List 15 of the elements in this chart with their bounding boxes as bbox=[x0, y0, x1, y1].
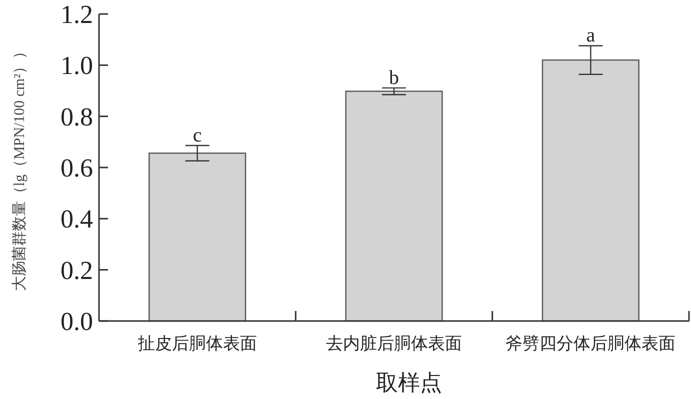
y-tick-label: 0.4 bbox=[60, 204, 93, 234]
y-tick-label: 0.0 bbox=[60, 307, 93, 336]
y-tick-label: 1.2 bbox=[60, 0, 93, 29]
y-tick-label: 0.8 bbox=[60, 102, 93, 132]
x-axis-title: 取样点 bbox=[376, 370, 442, 395]
annotation: b bbox=[389, 66, 399, 89]
x-tick-label: 斧劈四分体后胴体表面 bbox=[506, 334, 676, 353]
x-tick-label: 扯皮后胴体表面 bbox=[136, 334, 257, 353]
y-axis-title: 大肠菌群数量（lg（MPN/100 cm²）） bbox=[11, 44, 28, 292]
annotation: c bbox=[192, 124, 202, 146]
y-tick-label: 0.6 bbox=[60, 154, 93, 182]
x-tick-label: 去内脏后胴体表面 bbox=[326, 334, 462, 353]
y-tick-label: 1.0 bbox=[60, 51, 93, 80]
annotation: a bbox=[586, 24, 596, 47]
y-tick-label: 0.2 bbox=[60, 256, 93, 285]
